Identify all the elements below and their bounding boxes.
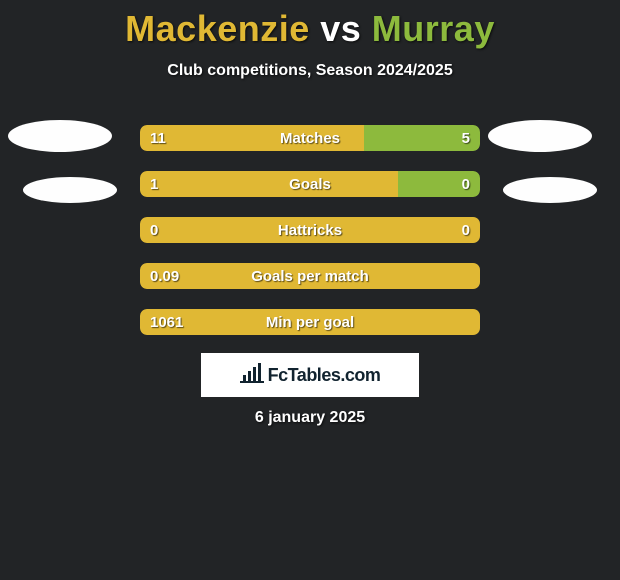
stat-bar-track [140, 263, 480, 289]
player-right-name: Murray [372, 8, 495, 49]
fctables-logo[interactable]: FcTables.com [201, 353, 419, 397]
bar-chart-icon [240, 363, 264, 388]
stat-value-left: 1061 [150, 309, 183, 335]
stat-bar-track [140, 309, 480, 335]
logo-text: FcTables.com [268, 365, 381, 386]
stat-value-left: 1 [150, 171, 158, 197]
update-date: 6 january 2025 [0, 409, 620, 427]
player-left-photo-bottom [23, 177, 117, 203]
stat-row: 0.09Goals per match [140, 263, 480, 289]
stat-bar-left [140, 309, 480, 335]
stat-row: 10Goals [140, 171, 480, 197]
stat-value-left: 11 [150, 125, 166, 151]
stat-value-right: 0 [462, 171, 470, 197]
stat-bar-left [140, 171, 398, 197]
stat-bar-left [140, 263, 480, 289]
page-title: Mackenzie vs Murray [0, 8, 620, 50]
stat-row: 115Matches [140, 125, 480, 151]
stat-value-right: 5 [462, 125, 470, 151]
stat-bar-left [140, 125, 364, 151]
stat-value-right: 0 [462, 217, 470, 243]
player-right-photo-top [488, 120, 592, 152]
stat-value-left: 0 [150, 217, 158, 243]
stat-bar-left [140, 217, 480, 243]
stat-row: 00Hattricks [140, 217, 480, 243]
title-vs: vs [310, 8, 372, 49]
stat-bar-track [140, 125, 480, 151]
logo-inner: FcTables.com [240, 363, 381, 388]
stat-row: 1061Min per goal [140, 309, 480, 335]
comparison-infographic: Mackenzie vs Murray Club competitions, S… [0, 0, 620, 580]
stat-value-left: 0.09 [150, 263, 179, 289]
stat-bar-track [140, 217, 480, 243]
player-right-photo-bottom [503, 177, 597, 203]
player-left-name: Mackenzie [125, 8, 310, 49]
player-left-photo-top [8, 120, 112, 152]
subtitle: Club competitions, Season 2024/2025 [0, 62, 620, 80]
stat-bar-track [140, 171, 480, 197]
